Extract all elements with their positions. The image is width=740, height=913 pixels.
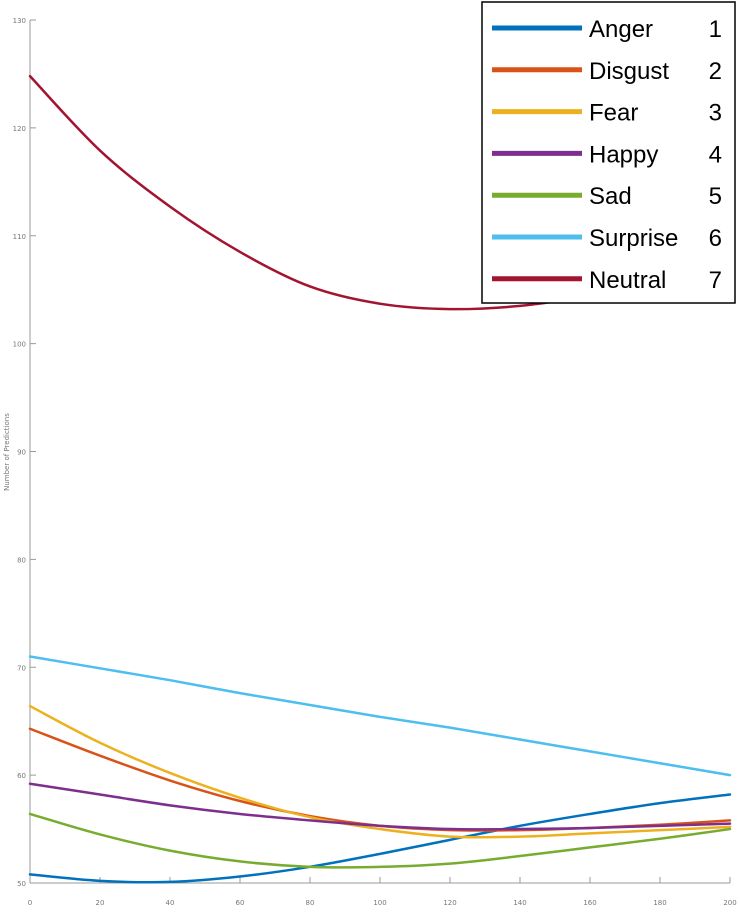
legend-label: Disgust [589,58,669,85]
x-tick-label: 20 [96,899,105,907]
y-axis-label: Number of Predictions [3,413,11,491]
series-lines [28,74,732,884]
legend: Anger 1 Disgust 2 Fear 3 Happy 4 Sad 5 Surprise 6 Ne… [481,1,736,304]
y-tick-label: 50 [17,880,26,888]
x-tick-label: 160 [583,899,596,907]
x-tick-label: 120 [443,899,456,907]
x-tick-label: 80 [306,899,315,907]
legend-label: Fear [589,100,638,127]
series-line-anger [28,793,732,884]
legend-label: Anger [589,16,653,43]
legend-index: 7 [709,267,722,294]
series-line-sad [28,812,732,869]
x-tick-label: 140 [513,899,526,907]
series-line-disgust [28,727,732,832]
legend-index: 1 [709,16,722,43]
x-tick-label: 180 [653,899,666,907]
y-tick-label: 130 [13,17,26,25]
x-tick-label: 40 [166,899,175,907]
legend-label: Neutral [589,267,666,294]
y-tick-label: 110 [13,233,26,241]
axes: 0 20 40 60 80 100 120 140 160 180 200 50 60 70 80 90 100… [3,17,737,907]
legend-index: 2 [709,58,722,85]
y-tick-label: 90 [17,449,26,457]
legend-index: 4 [709,141,722,168]
y-tick-label: 60 [17,772,26,780]
y-tick-label: 120 [13,125,26,133]
x-tick-label: 200 [723,899,736,907]
y-tick-label: 100 [13,341,26,349]
legend-label: Surprise [589,225,678,252]
x-tick-label: 100 [373,899,386,907]
series-line-surprise [28,655,732,777]
x-tick-label: 60 [236,899,245,907]
legend-index: 5 [709,183,722,210]
legend-index: 3 [709,100,722,127]
y-tick-label: 70 [17,664,26,672]
y-tick-label: 80 [17,556,26,564]
legend-index: 6 [709,225,722,252]
legend-label: Sad [589,183,632,210]
series-line-happy [28,782,732,831]
series-line-fear [28,704,732,839]
x-tick-label: 0 [28,899,32,907]
legend-label: Happy [589,141,658,168]
